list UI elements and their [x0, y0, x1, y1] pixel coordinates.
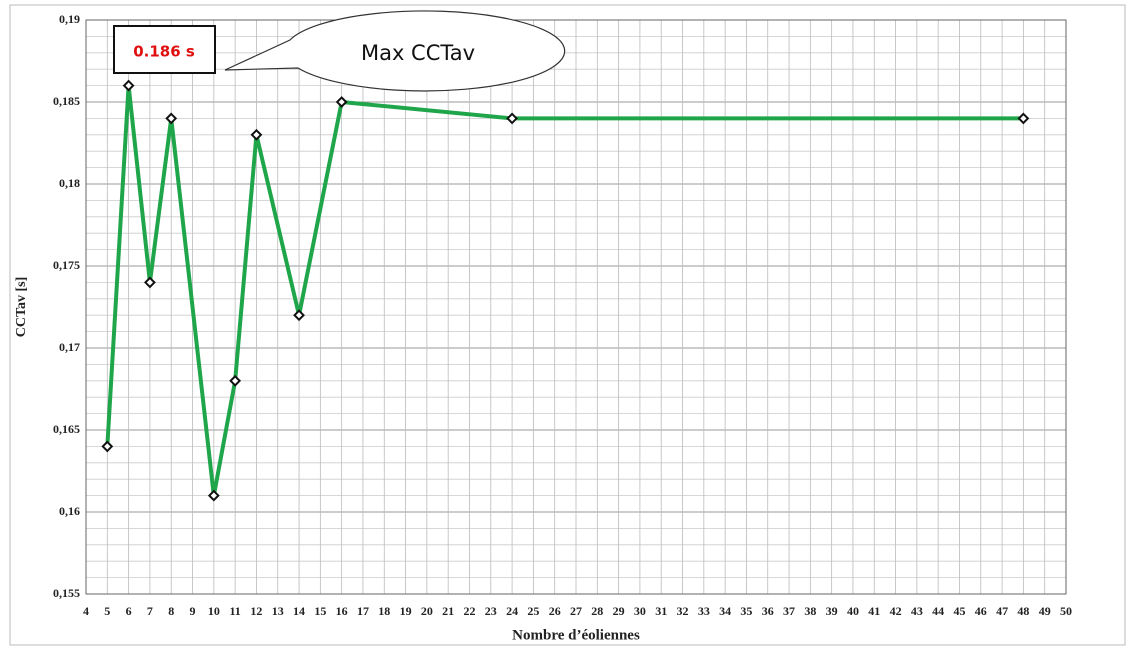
x-tick-label: 24: [506, 604, 518, 618]
x-tick-label: 11: [229, 604, 240, 618]
y-tick-label: 0,165: [53, 422, 80, 436]
x-tick-label: 14: [293, 604, 305, 618]
y-tick-label: 0,185: [53, 94, 80, 108]
point: [506, 112, 519, 125]
x-tick-label: 47: [996, 604, 1008, 618]
x-axis-label: Nombre d’éoliennes: [512, 627, 640, 643]
x-tick-label: 18: [378, 604, 390, 618]
y-tick-label: 0,155: [53, 586, 80, 600]
x-tick-label: 20: [421, 604, 433, 618]
x-tick-label: 48: [1017, 604, 1029, 618]
point: [101, 440, 114, 453]
x-tick-label: 44: [932, 604, 944, 618]
point: [143, 276, 156, 289]
grid: [85, 19, 1067, 595]
y-tick-label: 0,17: [59, 340, 80, 354]
x-tick-label: 25: [527, 604, 539, 618]
x-tick-label: 32: [677, 604, 689, 618]
x-tick-label: 38: [804, 604, 816, 618]
x-tick-label: 39: [826, 604, 838, 618]
x-tick-label: 35: [740, 604, 752, 618]
plot-area: [85, 19, 1067, 595]
x-tick-label: 45: [953, 604, 965, 618]
point: [250, 128, 263, 141]
x-tick-label: 13: [272, 604, 284, 618]
x-tick-label: 23: [485, 604, 497, 618]
marks: [101, 79, 1030, 502]
x-tick-label: 15: [314, 604, 326, 618]
x-tick-label: 22: [463, 604, 475, 618]
x-tick-label: 26: [549, 604, 561, 618]
point: [165, 112, 178, 125]
x-tick-label: 10: [208, 604, 220, 618]
y-tick-label: 0,19: [59, 12, 80, 26]
x-tick-label: 9: [190, 604, 196, 618]
x-tick-label: 4: [83, 604, 89, 618]
x-tick-label: 49: [1039, 604, 1051, 618]
x-tick-label: 12: [250, 604, 262, 618]
x-tick-label: 41: [868, 604, 880, 618]
x-tick-label: 33: [698, 604, 710, 618]
x-tick-label: 6: [126, 604, 132, 618]
y-tick-label: 0,16: [59, 504, 80, 518]
callout-text: Max CCTav: [361, 41, 475, 65]
point: [122, 79, 135, 92]
value-box: [113, 25, 216, 74]
point: [1017, 112, 1030, 125]
x-tick-label: 28: [591, 604, 603, 618]
x-tick-label: 46: [975, 604, 987, 618]
x-tick-label: 50: [1060, 604, 1072, 618]
point: [207, 489, 220, 502]
x-tick-label: 17: [357, 604, 369, 618]
x-tick-label: 43: [911, 604, 923, 618]
frame: [9, 4, 1126, 646]
x-tick-label: 21: [442, 604, 454, 618]
x-tick-label: 19: [400, 604, 412, 618]
x-tick-label: 31: [655, 604, 667, 618]
x-tick-label: 8: [168, 604, 174, 618]
point: [293, 309, 305, 322]
x-tick-label: 34: [719, 604, 731, 618]
x-tick-label: 37: [783, 604, 795, 618]
y-tick-label: 0,18: [59, 176, 80, 190]
x-tick-label: 36: [762, 604, 774, 618]
y-tick-label: 0,175: [53, 258, 80, 272]
value-annotation: 0.186 s: [133, 43, 195, 61]
x-tick-label: 5: [104, 604, 110, 618]
x-tick-label: 42: [890, 604, 902, 618]
point: [229, 374, 242, 387]
point: [335, 96, 348, 108]
x-tick-label: 40: [847, 604, 859, 618]
x-tick-label: 30: [634, 604, 646, 618]
x-tick-label: 7: [147, 604, 153, 618]
y-axis-label: CCTav [s]: [14, 277, 29, 338]
x-tick-label: 27: [570, 604, 582, 618]
x-tick-label: 16: [336, 604, 348, 618]
callout: [224, 10, 566, 92]
x-tick-label: 29: [613, 604, 625, 618]
